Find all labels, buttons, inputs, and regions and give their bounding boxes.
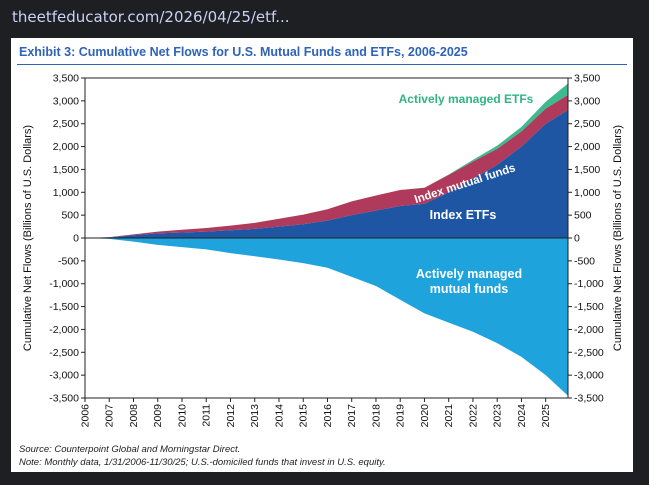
y-tick-label-left: -3,500 <box>49 393 79 405</box>
y-tick-label-left: -500 <box>58 255 79 267</box>
x-tick-label: 2009 <box>152 404 164 428</box>
y-tick-label-right: 2,000 <box>574 141 600 153</box>
y-tick-label-right: -1,500 <box>574 301 604 313</box>
x-tick-label: 2025 <box>540 404 552 428</box>
y-tick-label-right: -2,000 <box>574 324 604 336</box>
x-tick-label: 2020 <box>419 404 431 428</box>
x-tick-label: 2006 <box>80 404 92 428</box>
y-tick-label-left: 2,500 <box>53 118 79 130</box>
y-tick-label-left: 2,000 <box>53 141 79 153</box>
x-tick-label: 2010 <box>176 404 188 428</box>
y-tick-label-left: -2,000 <box>49 324 79 336</box>
label-actively-managed-mutual-funds-line1: Actively managed <box>416 267 522 281</box>
source-note: Source: Counterpoint Global and Mornings… <box>19 444 241 455</box>
x-tick-label: 2015 <box>298 404 310 428</box>
y-tick-label-right: 0 <box>574 233 580 245</box>
y-tick-label-left: 1,500 <box>53 164 79 176</box>
y-axis-title-right: Cumulative Net Flows (Billions of U.S. D… <box>612 125 624 351</box>
y-tick-label-right: -500 <box>574 255 595 267</box>
y-tick-label-left: -1,000 <box>49 278 79 290</box>
y-tick-label-left: 1,000 <box>53 187 79 199</box>
y-axis-title-left: Cumulative Net Flows (Billions of U.S. D… <box>22 125 34 351</box>
x-tick-label: 2012 <box>225 404 237 428</box>
x-tick-label: 2024 <box>516 404 528 428</box>
y-tick-label-left: 500 <box>61 210 79 222</box>
y-tick-label-left: -2,500 <box>49 347 79 359</box>
y-tick-label-left: 0 <box>73 233 79 245</box>
label-actively-managed-mutual-funds-line2: mutual funds <box>430 282 509 296</box>
page-url[interactable]: theetfeducator.com/2026/04/25/etf... <box>12 8 290 26</box>
y-tick-label-right: 3,500 <box>574 73 600 85</box>
y-tick-label-right: -2,500 <box>574 347 604 359</box>
y-tick-label-right: 1,500 <box>574 164 600 176</box>
x-tick-label: 2014 <box>273 404 285 428</box>
x-tick-label: 2019 <box>395 404 407 428</box>
chart-card: Exhibit 3: Cumulative Net Flows for U.S.… <box>11 38 633 472</box>
x-tick-label: 2017 <box>346 404 358 428</box>
title-divider <box>17 64 627 65</box>
x-tick-label: 2008 <box>128 404 140 428</box>
y-tick-label-left: -1,500 <box>49 301 79 313</box>
x-tick-label: 2023 <box>492 404 504 428</box>
x-tick-label: 2018 <box>370 404 382 428</box>
footnote: Note: Monthly data, 1/31/2006-11/30/25; … <box>19 457 386 468</box>
y-tick-label-right: -3,500 <box>574 393 604 405</box>
chart-title: Exhibit 3: Cumulative Net Flows for U.S.… <box>19 45 468 59</box>
label-actively-managed-etfs: Actively managed ETFs <box>399 92 534 106</box>
y-tick-label-left: -3,000 <box>49 370 79 382</box>
label-index-etfs: Index ETFs <box>430 208 497 222</box>
x-tick-label: 2022 <box>467 404 479 428</box>
x-tick-label: 2013 <box>249 404 261 428</box>
y-tick-label-right: 1,000 <box>574 187 600 199</box>
x-tick-label: 2011 <box>201 404 213 427</box>
chart-svg: 3,500 3,500 3,000 3,000 2,500 2,500 2,000 2,000… <box>22 73 624 428</box>
y-tick-label-right: -3,000 <box>574 370 604 382</box>
y-tick-label-left: 3,000 <box>53 95 79 107</box>
area-actively-managed-mutual-funds <box>85 238 568 396</box>
y-tick-label-right: 3,000 <box>574 95 600 107</box>
area-index-mutual-funds <box>85 94 568 238</box>
y-tick-label-left: 3,500 <box>53 73 79 85</box>
x-tick-label: 2007 <box>104 404 116 428</box>
x-tick-label: 2016 <box>322 404 334 428</box>
area-index-etfs <box>85 110 568 238</box>
y-tick-label-right: 500 <box>574 210 592 222</box>
y-tick-label-right: 2,500 <box>574 118 600 130</box>
y-tick-label-right: -1,000 <box>574 278 604 290</box>
x-tick-label: 2021 <box>443 404 455 428</box>
